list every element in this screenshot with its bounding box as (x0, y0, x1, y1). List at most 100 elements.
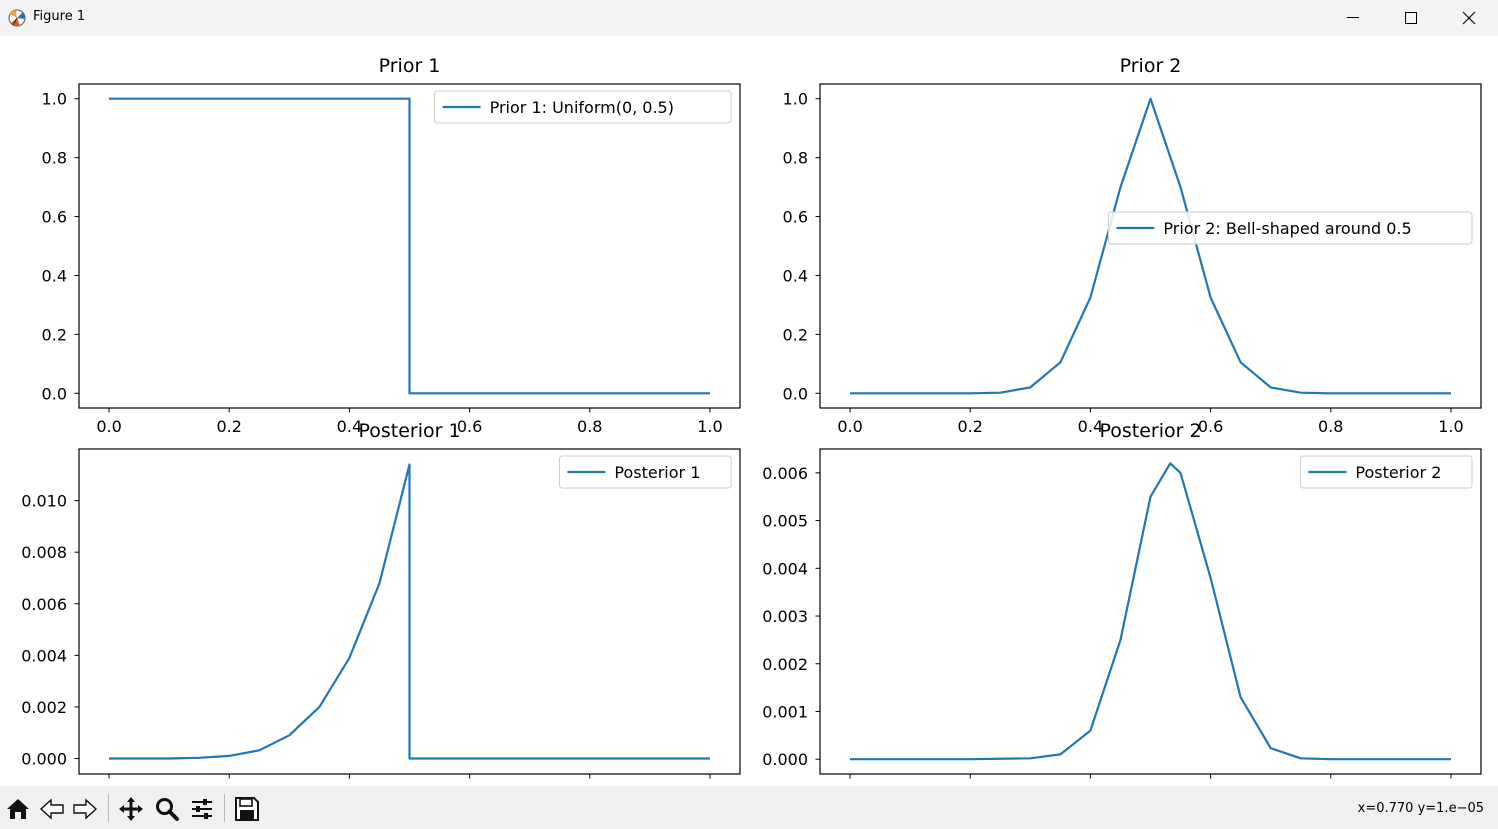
window-title: Figure 1 (33, 9, 86, 24)
series-line (850, 462, 1451, 761)
minimize-button[interactable] (1324, 0, 1382, 36)
legend: Posterior 1 (558, 455, 732, 489)
y-tick-label: 0.4 (42, 266, 67, 285)
x-tick-label: 1.0 (1438, 783, 1463, 786)
configure-subplots-button[interactable] (187, 794, 217, 824)
legend-label: Posterior 1 (614, 463, 700, 482)
y-tick-label: 0.8 (42, 149, 67, 168)
minimize-icon (1347, 17, 1359, 18)
x-tick-label: 0.4 (1078, 417, 1103, 436)
chart-title: Posterior 2 (1099, 420, 1201, 442)
home-icon (7, 799, 29, 819)
x-tick-label: 0.6 (457, 417, 482, 436)
toolbar-separator (108, 794, 109, 822)
legend: Posterior 2 (1299, 455, 1473, 489)
legend-label: Posterior 2 (1355, 463, 1441, 482)
y-tick-label: 0.001 (762, 702, 808, 721)
x-tick-label: 0.8 (1318, 417, 1343, 436)
y-tick-label: 0.6 (783, 208, 808, 227)
maximize-button[interactable] (1382, 0, 1440, 36)
axes-frame (78, 448, 741, 775)
legend-box (434, 90, 732, 124)
y-tick-label: 0.0 (783, 384, 808, 403)
legend: Prior 1: Uniform(0, 0.5) (434, 90, 732, 124)
y-tick-label: 0.4 (783, 266, 808, 285)
x-tick-label: 1.0 (1438, 417, 1463, 436)
save-button[interactable] (232, 794, 262, 824)
x-tick-label: 0.4 (337, 783, 362, 786)
y-tick-label: 0.005 (762, 512, 808, 531)
x-tick-label: 0.4 (337, 417, 362, 436)
zoom-icon (156, 798, 179, 821)
navigation-toolbar: x=0.770 y=1.e−05 (0, 786, 1498, 829)
subplot-3[interactable]: Posterior 1 0.0 0.2 0.4 0.6 0.8 1.0 0.000 0.002 0… (21, 420, 741, 786)
x-tick-label: 0.2 (217, 417, 242, 436)
home-button[interactable] (3, 794, 33, 824)
cursor-coordinates: x=0.770 y=1.e−05 (1357, 801, 1484, 816)
y-tick-label: 0.002 (762, 655, 808, 674)
matplotlib-logo-icon (7, 8, 27, 28)
chart-title: Prior 2 (1120, 55, 1182, 77)
y-tick-label: 0.000 (762, 750, 808, 769)
axes-frame (819, 83, 1482, 409)
subplot-2[interactable]: Prior 2 0.0 0.2 0.4 0.6 0.8 1.0 0.0 0.2 0.4 0.6 0.8… (783, 55, 1482, 436)
y-tick-label: 0.8 (783, 149, 808, 168)
legend-box (1107, 211, 1473, 245)
x-tick-label: 0.6 (457, 783, 482, 786)
series-line (109, 463, 710, 760)
configure-subplots-icon (192, 799, 212, 819)
y-tick-label: 1.0 (783, 90, 808, 109)
x-tick-label: 0.6 (1198, 783, 1223, 786)
y-tick-label: 0.0 (42, 384, 67, 403)
forward-icon (73, 798, 98, 820)
x-tick-label: 1.0 (697, 783, 722, 786)
y-tick-label: 0.002 (21, 698, 67, 717)
forward-button[interactable] (70, 794, 100, 824)
y-tick-label: 0.6 (42, 208, 67, 227)
y-tick-label: 1.0 (42, 90, 67, 109)
zoom-button[interactable] (152, 794, 182, 824)
x-tick-label: 0.8 (577, 783, 602, 786)
legend-label: Prior 1: Uniform(0, 0.5) (490, 98, 674, 117)
y-tick-label: 0.010 (21, 492, 67, 511)
x-tick-label: 1.0 (697, 417, 722, 436)
y-tick-label: 0.2 (42, 325, 67, 344)
back-button[interactable] (37, 794, 67, 824)
pan-button[interactable] (116, 794, 146, 824)
y-tick-label: 0.004 (762, 559, 808, 578)
axes-frame (819, 448, 1482, 775)
x-tick-label: 0.8 (577, 417, 602, 436)
y-tick-label: 0.006 (762, 464, 808, 483)
legend-box (558, 455, 732, 489)
x-tick-label: 0.2 (958, 783, 983, 786)
figure-canvas[interactable]: Prior 1 0.0 0.2 0.4 0.6 0.8 1.0 0.0 0.2 0.4 0.6 0.8… (0, 36, 1498, 786)
legend-label: Prior 2: Bell-shaped around 0.5 (1163, 219, 1411, 238)
x-tick-label: 0.0 (837, 783, 862, 786)
subplot-1[interactable]: Prior 1 0.0 0.2 0.4 0.6 0.8 1.0 0.0 0.2 0.4 0.6 0.8… (42, 55, 741, 436)
back-icon (39, 798, 64, 820)
legend: Prior 2: Bell-shaped around 0.5 (1107, 211, 1473, 245)
y-tick-label: 0.003 (762, 607, 808, 626)
x-tick-label: 0.2 (217, 783, 242, 786)
maximize-icon (1405, 12, 1417, 24)
y-tick-label: 0.000 (21, 750, 67, 769)
toolbar-separator (224, 794, 225, 822)
x-tick-label: 0.6 (1198, 417, 1223, 436)
series-line (109, 97, 710, 395)
y-tick-label: 0.004 (21, 646, 67, 665)
close-button[interactable] (1440, 0, 1498, 36)
x-tick-label: 0.4 (1078, 783, 1103, 786)
close-icon (1462, 11, 1476, 25)
y-tick-label: 0.2 (783, 325, 808, 344)
save-icon (235, 797, 259, 821)
pan-icon (119, 797, 143, 821)
subplot-4[interactable]: Posterior 2 0.0 0.2 0.4 0.6 0.8 1.0 0.000 0.001 0… (762, 420, 1482, 786)
legend-box (1299, 455, 1473, 489)
chart-title: Posterior 1 (358, 420, 460, 442)
x-tick-label: 0.0 (837, 417, 862, 436)
x-tick-label: 0.2 (958, 417, 983, 436)
x-tick-label: 0.0 (96, 417, 121, 436)
x-tick-label: 0.0 (96, 783, 121, 786)
window-titlebar: Figure 1 (0, 0, 1498, 36)
y-tick-label: 0.006 (21, 595, 67, 614)
